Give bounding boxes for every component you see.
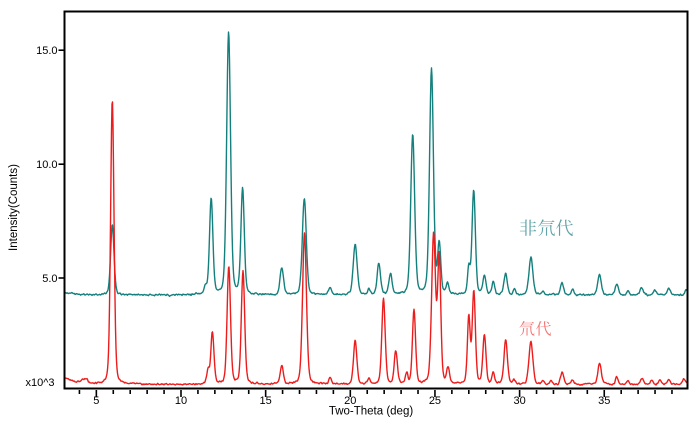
svg-text:Intensity(Counts): Intensity(Counts): [8, 164, 20, 251]
svg-text:Two-Theta (deg): Two-Theta (deg): [329, 406, 414, 418]
svg-text:20: 20: [344, 395, 356, 407]
svg-text:10: 10: [175, 395, 187, 407]
svg-text:15: 15: [260, 395, 272, 407]
svg-text:5: 5: [93, 395, 99, 407]
svg-text:10.0: 10.0: [36, 159, 57, 171]
svg-text:x10^3: x10^3: [25, 377, 54, 389]
svg-text:15.0: 15.0: [36, 45, 57, 57]
svg-text:30: 30: [513, 395, 525, 407]
svg-text:25: 25: [429, 395, 441, 407]
svg-text:35: 35: [598, 395, 610, 407]
svg-text:5.0: 5.0: [42, 273, 57, 285]
